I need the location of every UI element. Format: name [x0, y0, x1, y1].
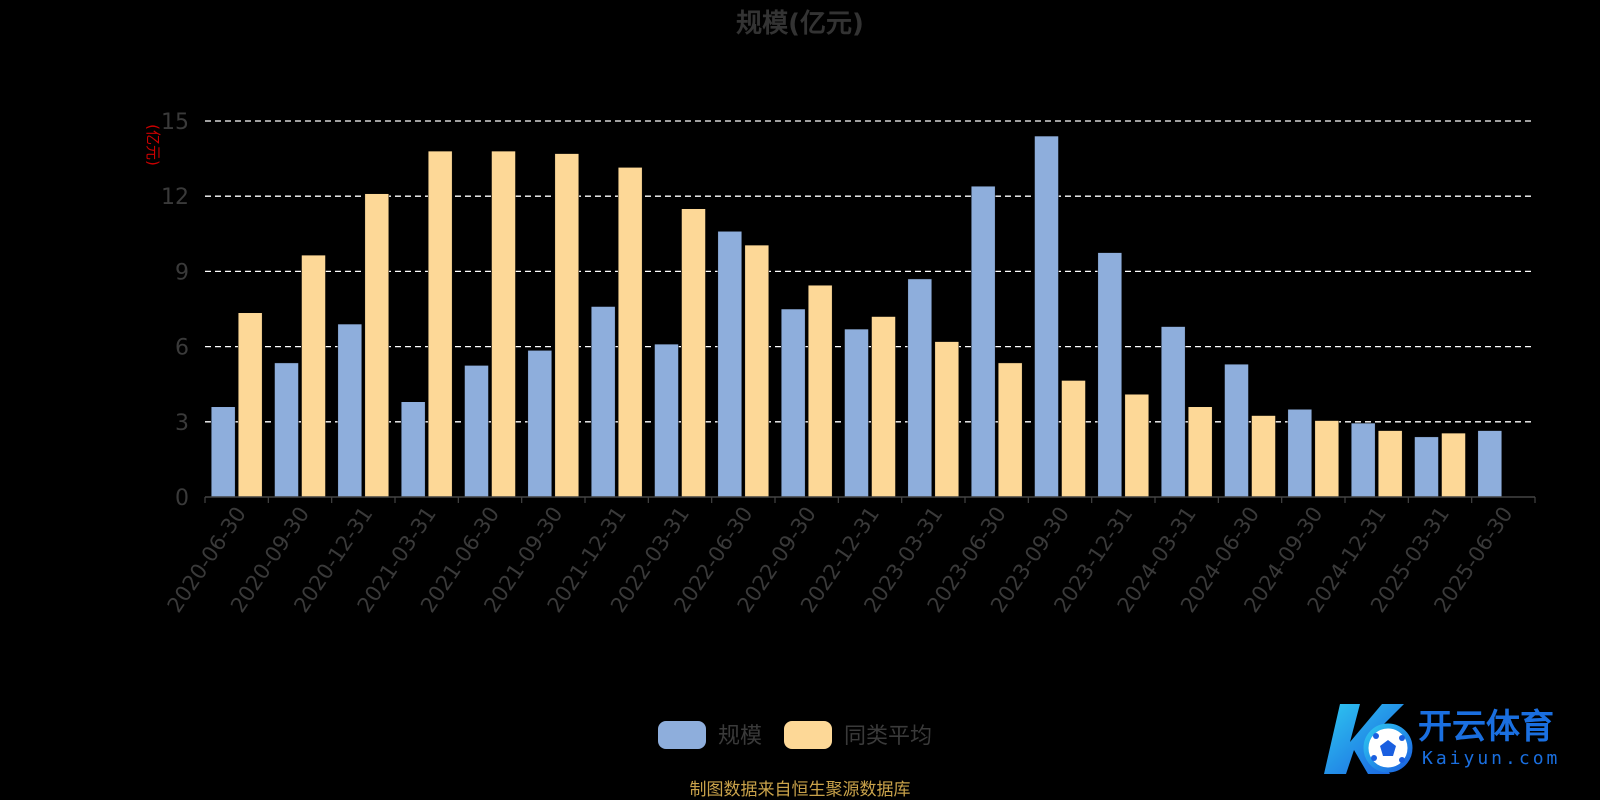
watermark-logo: 开云体育 Kaiyun.com	[1310, 696, 1590, 786]
y-tick-label: 12	[161, 185, 189, 210]
bar-scale	[1097, 252, 1123, 498]
chart-title: 规模(亿元)	[736, 9, 864, 39]
x-axis-ticks: 2020-06-302020-09-302020-12-312021-03-31…	[163, 502, 1518, 617]
legend-label: 同类平均	[844, 724, 932, 749]
y-tick-label: 9	[175, 260, 189, 285]
bar-peer-average	[871, 316, 896, 498]
bar-scale	[1160, 326, 1186, 498]
logo-k-shape	[1324, 704, 1404, 774]
bar-peer-average	[1377, 430, 1403, 498]
y-tick-label: 15	[161, 110, 189, 135]
legend-label: 规模	[718, 724, 762, 749]
bar-peer-average	[934, 341, 960, 498]
bar-scale	[274, 362, 299, 498]
bar-peer-average	[744, 244, 770, 498]
bar-scale	[970, 185, 996, 498]
bar-scale	[1224, 363, 1249, 498]
y-tick-label: 0	[175, 486, 189, 511]
bar-scale	[844, 328, 869, 498]
bar-peer-average	[997, 362, 1023, 498]
bar-scale	[1034, 135, 1059, 498]
bar-scale	[337, 323, 363, 498]
bar-scale	[210, 406, 236, 498]
bar-scale	[717, 231, 743, 498]
bar-scale	[654, 343, 679, 498]
gridlines	[205, 120, 1535, 423]
bar-scale	[1414, 436, 1439, 498]
bar-peer-average	[807, 284, 833, 498]
y-axis-ticks: 0 3 6 9 12 15	[161, 110, 189, 511]
bar-peer-average	[1061, 380, 1086, 498]
bar-peer-average	[681, 208, 706, 498]
y-tick-label: 3	[175, 411, 189, 436]
bar-peer-average	[301, 254, 326, 498]
bar-peer-average	[1187, 406, 1213, 498]
source-note: 制图数据来自恒生聚源数据库	[690, 780, 911, 800]
bar-peer-average	[427, 150, 453, 498]
bar-scale	[400, 401, 426, 498]
legend-swatch	[784, 721, 832, 749]
legend: 规模 同类平均	[658, 721, 932, 749]
bar-peer-average	[554, 153, 580, 498]
x-axis	[204, 496, 1536, 503]
bar-scale	[1477, 430, 1503, 498]
bar-peer-average	[1251, 415, 1276, 498]
legend-swatch	[658, 721, 706, 749]
bar-peer-average	[364, 193, 390, 498]
bar-peer-average	[617, 167, 643, 498]
y-tick-label: 6	[175, 336, 189, 361]
bar-scale	[1350, 422, 1376, 498]
bar-scale	[1287, 409, 1313, 498]
bar-peer-average	[1314, 420, 1340, 498]
bar-scale	[780, 308, 806, 498]
bar-peer-average	[1441, 432, 1466, 498]
bar-scale	[590, 306, 616, 498]
bar-scale	[464, 365, 489, 498]
bars	[210, 135, 1503, 498]
y-axis-label: (亿元)	[144, 124, 162, 166]
bar-peer-average	[491, 150, 516, 498]
bar-peer-average	[1124, 393, 1150, 498]
bar-scale	[907, 278, 933, 498]
brand-url: Kaiyun.com	[1422, 748, 1560, 769]
bar-scale	[527, 350, 553, 498]
bar-peer-average	[237, 312, 263, 498]
kaiyun-logo-icon: 开云体育 Kaiyun.com	[1324, 704, 1560, 774]
brand-name-cn: 开云体育	[1418, 707, 1554, 747]
